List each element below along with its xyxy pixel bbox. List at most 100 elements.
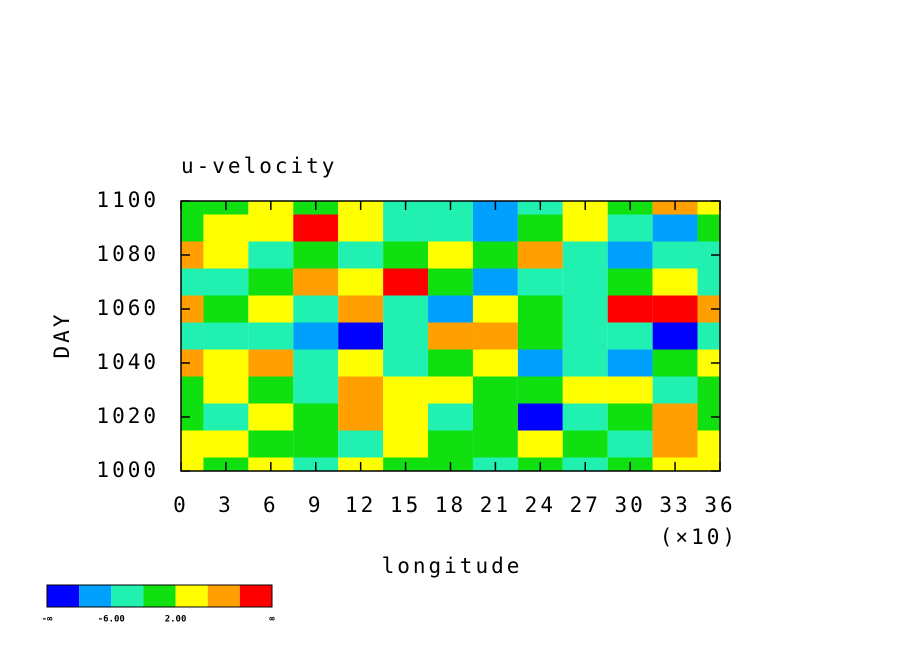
y-tick-label: 1040 [96, 350, 159, 374]
colorbar-box [111, 585, 144, 607]
contour-cell [562, 241, 608, 269]
contour-cell [607, 403, 653, 431]
contour-cell [697, 430, 720, 458]
contour-cell [203, 322, 249, 350]
contour-cell [383, 322, 429, 350]
contour-cell [652, 295, 698, 323]
contour-cell [517, 241, 563, 269]
contour-cell [203, 349, 249, 377]
y-tick-label: 1000 [96, 458, 159, 482]
contour-cell [428, 322, 473, 350]
x-tick-label: 0 [173, 493, 189, 517]
colorbar-box [47, 585, 80, 607]
contour-cell [472, 241, 518, 269]
contour-cell [697, 349, 720, 377]
contour-cell [652, 268, 698, 296]
contour-cell [181, 214, 204, 242]
contour-cell [181, 457, 204, 471]
x-tick-label: 33 [659, 493, 690, 517]
colorbar-box [143, 585, 176, 607]
contour-cell [293, 376, 339, 404]
contour-cell [203, 295, 249, 323]
contour-cell [248, 349, 294, 377]
contour-cell [607, 268, 653, 296]
contour-cell [607, 376, 653, 404]
contour-field [181, 201, 720, 471]
contour-cell [652, 403, 698, 431]
contour-cell [248, 268, 294, 296]
contour-cell [203, 214, 249, 242]
y-tick-label: 1060 [96, 296, 159, 320]
contour-cell [203, 268, 249, 296]
contour-cell [652, 214, 698, 242]
x-tick-label: 6 [263, 493, 279, 517]
contour-cell [697, 201, 720, 215]
contour-cell [248, 430, 294, 458]
contour-cell [248, 214, 294, 242]
contour-cell [181, 241, 204, 269]
contour-cell [472, 214, 518, 242]
contour-cell [338, 241, 384, 269]
contour-cell [697, 457, 720, 471]
contour-cell [517, 214, 563, 242]
contour-cell [428, 268, 473, 296]
x-tick-label: 21 [480, 493, 511, 517]
contour-cell [293, 295, 339, 323]
contour-cell [607, 241, 653, 269]
contour-cell [562, 214, 608, 242]
contour-cell [652, 430, 698, 458]
contour-cell [472, 349, 518, 377]
contour-cell [472, 268, 518, 296]
contour-cell [517, 295, 563, 323]
contour-cell [652, 322, 698, 350]
contour-cell [338, 295, 384, 323]
contour-cell [293, 403, 339, 431]
contour-cell [428, 295, 473, 323]
y-tick-label: 1100 [96, 188, 159, 212]
contour-cell [248, 241, 294, 269]
contour-cell [697, 295, 720, 323]
x-tick-label: 18 [435, 493, 466, 517]
contour-cell [428, 376, 473, 404]
contour-cell [428, 214, 473, 242]
contour-cell [293, 322, 339, 350]
x-tick-label: 9 [308, 493, 324, 517]
contour-cell [517, 349, 563, 377]
contour-cell [338, 322, 384, 350]
contour-cell [338, 376, 384, 404]
contour-cell [607, 430, 653, 458]
contour-cell [338, 349, 384, 377]
contour-cell [697, 268, 720, 296]
contour-cell [181, 403, 204, 431]
colorbar-box [239, 585, 272, 607]
x-multiplier: (×10) [660, 525, 738, 549]
contour-cell [383, 214, 429, 242]
contour-cell [293, 241, 339, 269]
contour-cell [697, 241, 720, 269]
contour-cell [383, 376, 429, 404]
colorbar-label: ∞ [269, 615, 275, 625]
contour-cell [697, 403, 720, 431]
x-tick-label: 27 [570, 493, 601, 517]
colorbar-box [79, 585, 112, 607]
contour-cell [338, 403, 384, 431]
contour-cell [428, 430, 473, 458]
contour-cell [338, 430, 384, 458]
contour-cell [248, 376, 294, 404]
contour-cell [181, 430, 204, 458]
contour-cell [293, 349, 339, 377]
contour-cell [517, 376, 563, 404]
contour-cell [383, 349, 429, 377]
contour-cell [383, 403, 429, 431]
colorbar-label: -6.00 [98, 615, 125, 625]
contour-cell [428, 241, 473, 269]
contour-cell [607, 322, 653, 350]
contour-cell [248, 295, 294, 323]
contour-cell [383, 241, 429, 269]
y-axis-label: DAY [50, 312, 74, 359]
contour-cell [181, 201, 204, 215]
contour-cell [517, 268, 563, 296]
contour-cell [248, 403, 294, 431]
y-tick-label: 1080 [96, 242, 159, 266]
